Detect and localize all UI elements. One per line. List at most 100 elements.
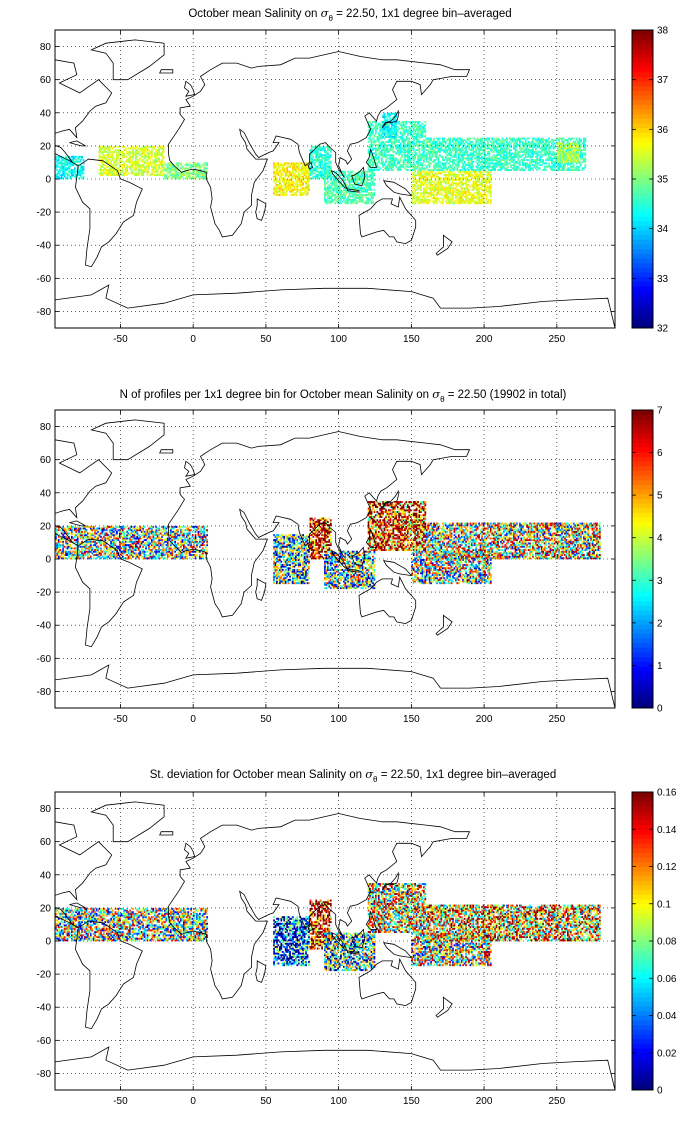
- data-cell: [542, 144, 545, 147]
- data-cell: [180, 175, 182, 178]
- data-cell: [360, 188, 363, 191]
- data-cell: [561, 169, 563, 172]
- data-cell: [68, 165, 70, 168]
- data-cell: [498, 157, 501, 160]
- data-cell: [276, 183, 278, 186]
- data-cell: [501, 144, 504, 147]
- data-cell: [536, 137, 539, 140]
- data-cell: [306, 162, 309, 165]
- data-cell: [453, 190, 456, 193]
- data-cell: [62, 174, 65, 176]
- data-cell: [372, 180, 374, 183]
- data-cell: [452, 160, 454, 163]
- data-cell: [457, 147, 460, 150]
- data-cell: [459, 150, 462, 153]
- data-cell: [153, 152, 156, 155]
- data-cell: [165, 174, 168, 176]
- data-cell: [322, 174, 325, 176]
- data-cell: [311, 159, 313, 162]
- data-cell: [373, 162, 376, 165]
- data-cell: [535, 142, 537, 145]
- data-cell: [529, 150, 531, 153]
- data-cell: [289, 190, 291, 193]
- data-cell: [292, 188, 294, 191]
- data-cell: [136, 162, 139, 165]
- data-cell: [411, 147, 414, 150]
- data-cell: [527, 144, 530, 147]
- data-cell: [321, 162, 323, 165]
- data-cell: [456, 165, 459, 168]
- data-cell: [351, 193, 354, 196]
- data-cell: [359, 179, 361, 181]
- data-cell: [479, 162, 482, 165]
- data-cell: [511, 164, 514, 167]
- data-cell: [472, 149, 475, 152]
- data-cell: [335, 183, 338, 186]
- data-cell: [494, 165, 497, 168]
- data-cell: [405, 155, 408, 158]
- data-cell: [482, 157, 485, 160]
- data-cell: [488, 187, 491, 190]
- data-cell: [479, 147, 482, 150]
- data-cell: [149, 145, 152, 148]
- data-cell: [388, 150, 390, 153]
- data-cell: [402, 162, 405, 165]
- data-cell: [428, 179, 431, 181]
- data-cell: [334, 197, 337, 200]
- data-cell: [392, 164, 395, 167]
- data-cell: [423, 182, 425, 185]
- data-cell: [369, 130, 371, 133]
- data-cell: [315, 157, 318, 160]
- data-cell: [459, 159, 462, 162]
- data-cell: [318, 159, 321, 162]
- data-cell: [450, 150, 453, 153]
- data-cell: [568, 144, 571, 147]
- data-cell: [476, 183, 479, 186]
- data-cell: [382, 135, 385, 138]
- data-cell: [472, 145, 475, 148]
- data-cell: [521, 147, 524, 150]
- data-cell: [121, 150, 124, 153]
- data-cell: [508, 140, 511, 143]
- data-cell: [340, 193, 342, 196]
- data-cell: [399, 122, 402, 125]
- data-cell: [379, 122, 382, 125]
- data-cell: [279, 170, 281, 173]
- data-cell: [407, 162, 409, 165]
- data-cell: [487, 159, 489, 162]
- data-cell: [473, 169, 476, 172]
- data-cell: [424, 197, 427, 200]
- data-cell: [444, 187, 447, 190]
- data-cell: [412, 202, 415, 205]
- data-cell: [370, 129, 373, 132]
- data-cell: [327, 172, 329, 175]
- data-cell: [295, 162, 297, 165]
- data-cell: [117, 170, 120, 173]
- data-cell: [412, 169, 415, 172]
- data-cell: [504, 164, 507, 167]
- data-cell: [331, 175, 334, 178]
- data-cell: [484, 157, 486, 160]
- data-cell: [329, 182, 332, 185]
- data-cell: [436, 147, 438, 150]
- data-cell: [273, 175, 275, 178]
- data-cell: [465, 145, 467, 148]
- data-cell: [359, 198, 361, 201]
- data-cell: [457, 202, 460, 205]
- data-cell: [545, 140, 547, 143]
- data-cell: [328, 170, 331, 173]
- data-cell: [65, 172, 67, 175]
- data-cell: [478, 144, 481, 147]
- data-cell: [405, 127, 408, 130]
- data-cell: [142, 169, 145, 172]
- data-cell: [439, 188, 441, 191]
- data-cell: [455, 155, 457, 158]
- data-cell: [559, 159, 562, 162]
- data-cell: [453, 175, 456, 178]
- data-cell: [408, 139, 411, 142]
- data-cell: [319, 174, 322, 176]
- data-cell: [519, 169, 521, 172]
- data-cell: [556, 147, 559, 150]
- data-cell: [536, 152, 539, 155]
- data-cell: [306, 164, 309, 167]
